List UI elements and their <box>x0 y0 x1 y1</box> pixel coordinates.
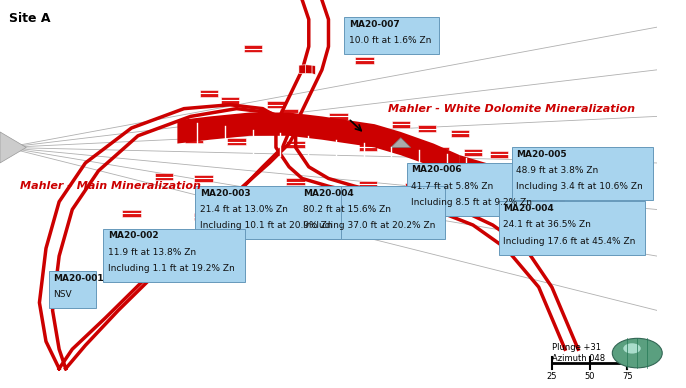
Bar <box>280 109 298 116</box>
Text: MA20-005: MA20-005 <box>517 150 567 159</box>
Text: 10.0 ft at 1.6% Zn: 10.0 ft at 1.6% Zn <box>349 36 431 45</box>
Bar <box>451 130 469 137</box>
Text: Mahler - White Dolomite Mineralization: Mahler - White Dolomite Mineralization <box>388 104 635 114</box>
Text: Including 10.1 ft at 20.9% Zn: Including 10.1 ft at 20.9% Zn <box>200 221 332 230</box>
FancyBboxPatch shape <box>512 147 654 200</box>
PathPatch shape <box>178 113 460 178</box>
Text: MA20-003: MA20-003 <box>200 189 250 197</box>
Text: Including 17.6 ft at 45.4% Zn: Including 17.6 ft at 45.4% Zn <box>504 237 636 246</box>
Bar <box>287 178 305 185</box>
Bar <box>392 121 410 128</box>
Polygon shape <box>305 65 312 74</box>
Bar <box>194 213 213 220</box>
Text: Mahler – Main Mineralization: Mahler – Main Mineralization <box>20 181 200 191</box>
Text: Including 1.1 ft at 19.2% Zn: Including 1.1 ft at 19.2% Zn <box>108 264 235 273</box>
Text: 50: 50 <box>584 372 595 381</box>
Bar <box>444 185 462 192</box>
Polygon shape <box>299 65 305 74</box>
FancyBboxPatch shape <box>298 186 445 239</box>
Bar <box>267 101 285 108</box>
Polygon shape <box>312 65 316 74</box>
Text: 80.2 ft at 15.6% Zn: 80.2 ft at 15.6% Zn <box>303 205 391 214</box>
Polygon shape <box>391 138 411 147</box>
FancyBboxPatch shape <box>49 271 95 308</box>
Text: NSV: NSV <box>54 290 72 299</box>
FancyBboxPatch shape <box>499 201 645 255</box>
Text: 24.1 ft at 36.5% Zn: 24.1 ft at 36.5% Zn <box>504 220 591 229</box>
Bar <box>484 187 502 194</box>
Text: MA20-004: MA20-004 <box>504 204 554 213</box>
Bar <box>523 191 541 197</box>
Bar <box>418 125 436 132</box>
Bar <box>267 216 285 223</box>
Bar <box>329 113 348 120</box>
Text: Plunge +31
Azimuth 048: Plunge +31 Azimuth 048 <box>552 343 605 363</box>
Circle shape <box>624 343 641 353</box>
Bar <box>355 57 374 64</box>
Text: 48.9 ft at 3.8% Zn: 48.9 ft at 3.8% Zn <box>517 166 599 175</box>
Text: 25: 25 <box>547 372 557 381</box>
FancyBboxPatch shape <box>344 17 438 54</box>
Bar <box>287 141 305 148</box>
Bar <box>155 173 174 180</box>
Text: Including 3.4 ft at 10.6% Zn: Including 3.4 ft at 10.6% Zn <box>517 182 643 191</box>
Polygon shape <box>0 132 26 163</box>
Bar <box>431 147 449 154</box>
Bar <box>185 136 203 143</box>
Bar <box>227 138 246 145</box>
Text: 41.7 ft at 5.8% Zn: 41.7 ft at 5.8% Zn <box>412 182 493 191</box>
Text: MA20-001: MA20-001 <box>54 274 104 283</box>
Text: Including 8.5 ft at 9.2% Zn: Including 8.5 ft at 9.2% Zn <box>412 198 532 207</box>
FancyBboxPatch shape <box>407 163 543 216</box>
Bar <box>122 210 141 217</box>
Text: 75: 75 <box>622 372 632 381</box>
FancyBboxPatch shape <box>195 186 342 239</box>
FancyBboxPatch shape <box>103 229 245 282</box>
Bar <box>244 45 262 52</box>
Bar <box>395 145 413 152</box>
Bar <box>346 220 364 227</box>
Text: 11.9 ft at 13.8% Zn: 11.9 ft at 13.8% Zn <box>108 248 196 256</box>
Bar <box>490 151 508 158</box>
PathPatch shape <box>460 155 565 217</box>
Text: MA20-002: MA20-002 <box>108 231 158 240</box>
Bar <box>359 181 377 188</box>
Bar <box>200 90 218 97</box>
Bar <box>194 175 213 182</box>
Text: Site A: Site A <box>8 12 50 25</box>
Text: MA20-007: MA20-007 <box>349 20 400 29</box>
Text: Including 37.0 ft at 20.2% Zn: Including 37.0 ft at 20.2% Zn <box>303 221 435 230</box>
Text: MA20-006: MA20-006 <box>412 165 462 174</box>
Text: 21.4 ft at 13.0% Zn: 21.4 ft at 13.0% Zn <box>200 205 287 214</box>
Bar <box>359 144 377 151</box>
Circle shape <box>613 338 662 368</box>
Text: MA20-004: MA20-004 <box>303 189 353 197</box>
Bar <box>221 97 239 104</box>
Bar <box>464 149 482 156</box>
Bar <box>405 183 423 190</box>
